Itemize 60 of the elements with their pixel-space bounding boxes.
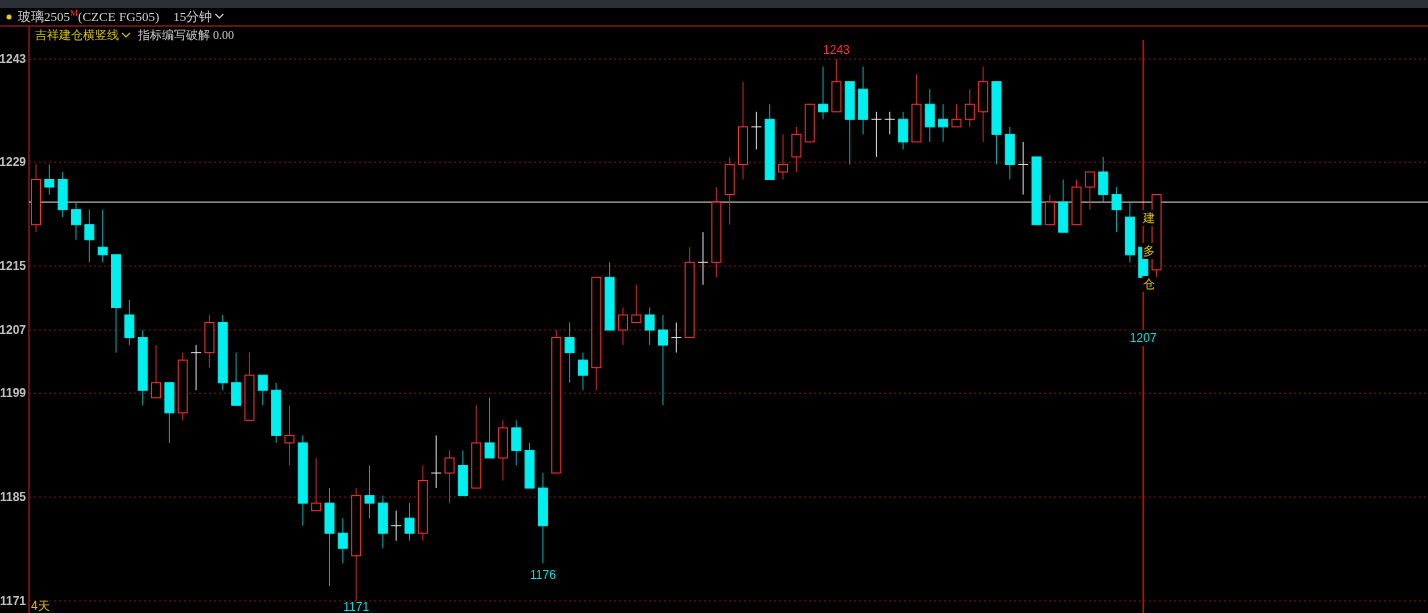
candlestick <box>484 397 495 459</box>
annotation: 指标编写破解 0.00 <box>137 28 234 42</box>
candlestick <box>964 88 975 128</box>
candlestick <box>1098 156 1109 203</box>
candlestick <box>778 133 789 181</box>
candlestick <box>697 231 709 286</box>
candlestick <box>511 419 522 466</box>
candlestick <box>364 465 375 519</box>
text: 建多仓 <box>1143 211 1156 291</box>
candlestick <box>404 502 415 542</box>
candlestick <box>311 457 322 512</box>
candlestick <box>791 126 802 173</box>
candlestick <box>430 434 442 489</box>
candlestick <box>577 352 588 391</box>
candlestick <box>190 344 202 391</box>
candlestick <box>1111 186 1122 233</box>
chart-subtitle: 15分钟 <box>173 9 213 24</box>
annotation: 1243 <box>823 43 851 58</box>
candlestick <box>390 510 402 542</box>
annotation: 1207 <box>1129 331 1157 345</box>
candlestick <box>884 111 896 135</box>
annotation: 4天 <box>31 599 50 613</box>
candlestick <box>337 517 348 564</box>
annotation: 1176 <box>530 568 557 583</box>
candlestick <box>924 88 935 143</box>
candlestick <box>870 111 882 158</box>
y-tick-label: 1215 <box>0 259 27 274</box>
candlestick <box>1084 171 1095 211</box>
candlestick <box>750 111 762 150</box>
candlestick <box>44 163 55 196</box>
candlestick <box>1017 141 1029 196</box>
y-tick-label: 1207 <box>0 323 27 338</box>
candlestick <box>257 374 268 406</box>
annotation: 1171 <box>343 600 370 613</box>
candlestick <box>631 284 642 324</box>
candlestick <box>938 103 949 143</box>
candlestick <box>670 322 682 354</box>
candlestick <box>151 344 162 399</box>
candlestick <box>124 299 135 346</box>
candlestick <box>898 111 909 150</box>
candlestick <box>951 103 962 128</box>
candlestick <box>564 322 575 384</box>
candlestick <box>1044 194 1055 226</box>
candlestick <box>444 449 455 504</box>
y-tick-label: 1243 <box>0 52 27 67</box>
candlestick <box>617 306 628 346</box>
candlestick <box>284 404 295 466</box>
candlestick <box>657 314 668 406</box>
y-tick-label: 1185 <box>0 490 27 505</box>
candlestick <box>644 306 655 346</box>
y-tick-label: 1229 <box>0 155 27 170</box>
candlestick <box>97 209 108 263</box>
annotation: 吉祥建仓横竖线 <box>35 28 119 42</box>
candlestick <box>71 201 82 241</box>
candlestick <box>231 352 242 406</box>
candlestick <box>818 66 829 120</box>
chart-title: 玻璃2505$^{M}$(CZCE FG505) <box>18 8 160 24</box>
y-tick-label: 1171 <box>0 593 27 608</box>
candlestick <box>84 209 95 263</box>
y-tick-label: 1199 <box>0 386 27 401</box>
